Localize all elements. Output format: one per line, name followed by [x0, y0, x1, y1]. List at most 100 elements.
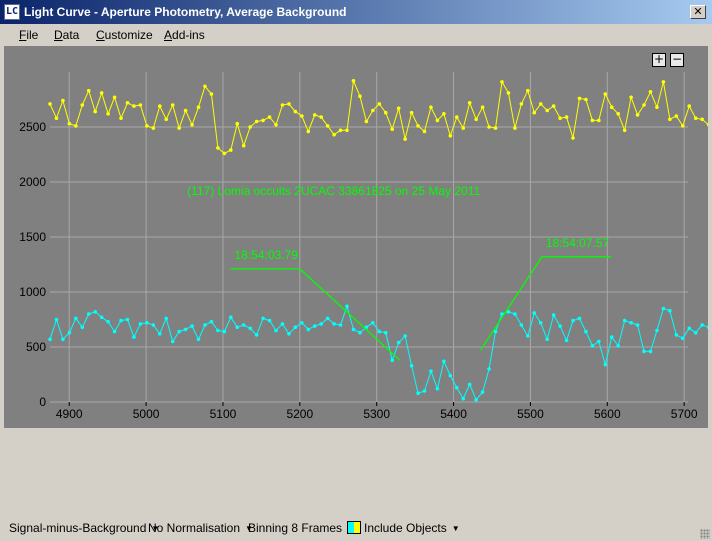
series-1-point [622, 318, 627, 323]
title-bar: LC Light Curve - Aperture Photometry, Av… [0, 0, 712, 24]
series-0-point [545, 108, 549, 113]
menu-add-ins[interactable]: Add-ins [164, 28, 205, 42]
series-0-point [390, 127, 395, 131]
menu-file-mnemonic: F [19, 28, 27, 42]
series-1-point [157, 332, 162, 336]
resize-grip-icon[interactable] [700, 529, 710, 539]
binning-dropdown[interactable]: Binning 8 Frames▼ [248, 521, 355, 535]
x-tick-label: 5300 [363, 407, 390, 421]
series-1-point [345, 304, 349, 309]
series-0-point [403, 137, 407, 141]
series-0-point [493, 126, 498, 130]
y-tick-label: 2500 [19, 120, 46, 134]
series-0-point [177, 126, 181, 130]
menu-data[interactable]: Data [54, 28, 79, 42]
series-0-point [706, 123, 708, 127]
series-1-point [429, 369, 433, 374]
series-1-point [674, 333, 679, 337]
series-1-point [584, 329, 588, 334]
x-tick-label: 5500 [517, 407, 544, 421]
series-0-point [293, 109, 298, 114]
series-1-point [668, 308, 672, 313]
normalisation-dropdown[interactable]: No Normalisation ▼ [148, 521, 253, 535]
dropdown-arrow-icon: ▼ [245, 524, 253, 533]
y-tick-label: 2000 [19, 175, 46, 189]
series-0-point [467, 101, 472, 105]
series-0-point [99, 91, 104, 95]
series-1-point [183, 327, 188, 332]
series-1-point [474, 398, 478, 402]
series-0-point [106, 112, 110, 116]
series-1-point [545, 337, 549, 342]
series-0-point [655, 105, 659, 109]
series-0-point [267, 115, 272, 119]
series-0-point [86, 88, 91, 93]
series-0-point [409, 110, 414, 115]
series-0-point [396, 106, 401, 111]
menu-customize[interactable]: Customize [96, 28, 153, 42]
series-1-point [532, 311, 537, 315]
series-1-point [293, 325, 298, 330]
series-0-point [371, 108, 375, 113]
series-0-point [319, 115, 323, 119]
series-0-point [364, 119, 369, 124]
series-1-point [274, 328, 278, 333]
series-1-point [61, 337, 65, 342]
series-1-point [261, 316, 265, 321]
series-0-point [74, 124, 78, 128]
app-icon: LC [4, 4, 20, 20]
series-1-point [487, 367, 491, 371]
series-1-point [338, 323, 343, 327]
series-1-point [680, 336, 685, 341]
series-1-point [648, 349, 653, 354]
series-1-point [80, 325, 85, 330]
series-1-point [700, 323, 704, 327]
series-1-point [125, 317, 130, 322]
menu-data-mnemonic: D [54, 28, 63, 42]
series-1-point [325, 316, 330, 321]
series-1-point [145, 321, 149, 325]
series-1-point [383, 330, 388, 335]
series-0-point [513, 126, 517, 130]
series-0-point [609, 105, 614, 109]
close-button[interactable]: ✕ [690, 5, 706, 19]
reappear-time-label: 18:54:07.57 [546, 236, 610, 250]
series-0-point [687, 104, 692, 108]
series-1-point [280, 322, 285, 326]
series-1-point [377, 329, 382, 334]
series-0-point [190, 123, 194, 127]
series-1-point [396, 340, 401, 345]
series-0-point [228, 148, 233, 152]
signal-type-dropdown[interactable]: Signal-minus-Background ▼ [9, 521, 159, 535]
series-1-point [706, 325, 708, 329]
objects-dropdown[interactable]: Include Objects ▼ [347, 521, 460, 535]
zoom-out-button[interactable]: − [670, 52, 684, 67]
series-1-point [416, 391, 420, 396]
series-1-point [170, 339, 175, 344]
series-1-point [67, 330, 72, 335]
series-0-point [235, 121, 240, 126]
menu-customize-mnemonic: C [96, 28, 105, 42]
series-1-point [616, 344, 621, 348]
series-0-point [635, 113, 640, 117]
series-1-point [642, 349, 646, 354]
menu-customize-label: ustomize [104, 28, 153, 42]
series-0-point [287, 102, 291, 106]
series-0-point [183, 108, 188, 113]
series-0-point [532, 110, 537, 115]
menu-file[interactable]: File [19, 28, 38, 42]
series-1-point [151, 323, 156, 327]
series-0-point [93, 109, 97, 114]
series-0-point [454, 115, 459, 119]
series-1-point [693, 330, 698, 335]
objects-label: Include Objects [364, 521, 447, 535]
zoom-in-button[interactable]: + [652, 52, 666, 67]
window-title: Light Curve - Aperture Photometry, Avera… [24, 5, 347, 19]
dropdown-arrow-icon: ▼ [451, 524, 460, 533]
series-1-point [248, 326, 252, 331]
series-0-point [145, 124, 149, 128]
light-curve-chart[interactable]: 4900 5000 5100 5200 5300 5400 5500 5600 5700 0 500… [4, 46, 708, 428]
series-0-point [241, 143, 246, 148]
y-tick-label: 0 [39, 395, 46, 409]
series-1-point [216, 328, 220, 333]
